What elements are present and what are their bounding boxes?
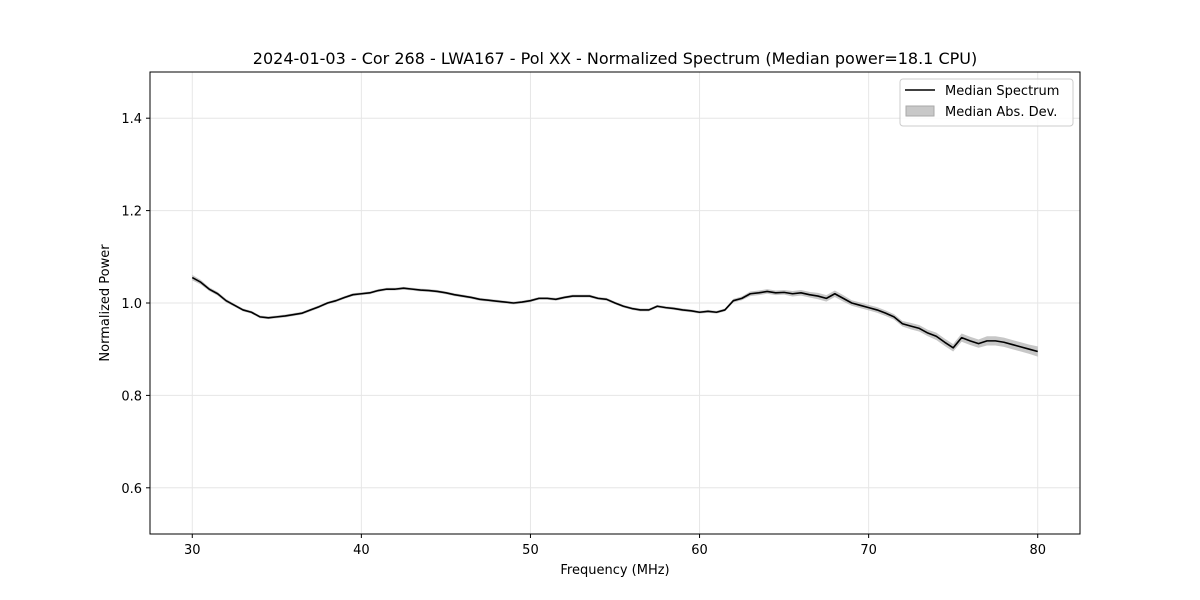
y-tick-label: 0.8 (121, 389, 142, 404)
legend-band-swatch (905, 105, 935, 117)
y-tick-label: 1.0 (121, 297, 142, 312)
mad-band-layer (192, 274, 1038, 357)
legend-label-median-abs-dev: Median Abs. Dev. (945, 105, 1057, 120)
y-tick-label: 0.6 (121, 482, 142, 497)
x-tick-label: 80 (1029, 543, 1046, 558)
y-axis-ticks: 0.6 0.8 1.0 1.2 1.4 (121, 112, 150, 497)
spectrum-line-layer (191, 276, 1038, 353)
x-tick-label: 40 (353, 543, 370, 558)
x-tick-label: 50 (522, 543, 539, 558)
x-tick-label: 30 (184, 543, 201, 558)
legend-label-median-spectrum: Median Spectrum (945, 84, 1059, 99)
y-tick-label: 1.2 (121, 205, 142, 220)
y-axis-label: Normalized Power (98, 244, 113, 362)
x-tick-label: 70 (860, 543, 877, 558)
median-abs-dev-band (192, 274, 1038, 357)
median-spectrum-line (191, 276, 1038, 353)
y-tick-label: 1.4 (121, 112, 142, 127)
legend-box (899, 78, 1074, 127)
x-axis-label: Frequency (MHz) (560, 563, 669, 578)
x-axis-ticks: 30 40 50 60 70 80 (184, 534, 1046, 558)
chart-title: 2024-01-03 - Cor 268 - LWA167 - Pol XX -… (253, 49, 977, 68)
legend: Median Spectrum Median Abs. Dev. (899, 78, 1074, 127)
x-tick-label: 60 (691, 543, 708, 558)
